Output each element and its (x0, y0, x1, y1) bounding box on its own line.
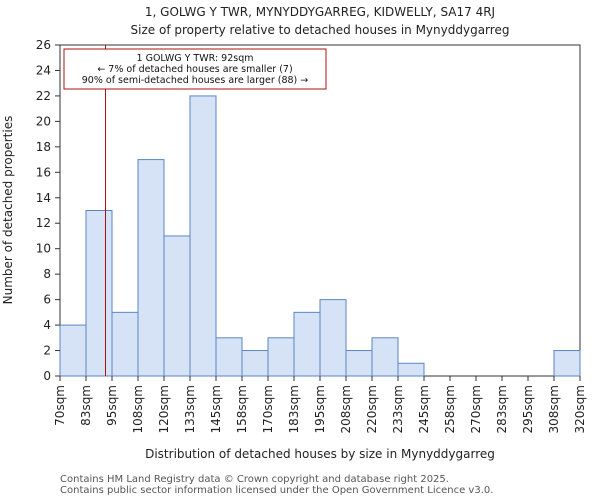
x-axis-label: Distribution of detached houses by size … (145, 447, 495, 461)
x-tick-label: 145sqm (209, 385, 223, 433)
x-tick-label: 108sqm (131, 385, 145, 433)
x-tick-label: 233sqm (391, 385, 405, 433)
y-tick-label: 2 (43, 344, 51, 358)
x-tick-label: 70sqm (53, 385, 67, 426)
bar-308sqm (553, 350, 581, 377)
y-axis-label: Number of detached properties (1, 116, 15, 305)
x-tick-label: 158sqm (235, 385, 249, 433)
x-tick-label: 208sqm (339, 385, 353, 433)
x-tick-label: 283sqm (495, 385, 509, 433)
bar-83sqm (85, 210, 113, 377)
chart-subtitle: Size of property relative to detached ho… (131, 23, 510, 37)
x-tick-label: 195sqm (313, 385, 327, 433)
bar-220sqm (371, 337, 399, 377)
y-tick-label: 12 (36, 216, 51, 230)
x-tick-label: 308sqm (547, 385, 561, 433)
y-tick-label: 8 (43, 267, 51, 281)
y-tick-label: 26 (36, 38, 51, 52)
bar-170sqm (267, 337, 295, 377)
x-tick-label: 245sqm (417, 385, 431, 433)
y-tick-label: 10 (36, 242, 51, 256)
y-tick-label: 20 (36, 114, 51, 128)
footer-line-2: Contains public sector information licen… (60, 485, 494, 496)
x-tick-label: 170sqm (261, 385, 275, 433)
bar-233sqm (397, 362, 425, 377)
y-tick-label: 14 (36, 191, 51, 205)
y-tick-label: 22 (36, 89, 51, 103)
footer-line-1: Contains HM Land Registry data © Crown c… (60, 474, 449, 485)
bar-133sqm (189, 95, 217, 377)
annotation-line-2: ← 7% of detached houses are smaller (7) (97, 64, 292, 75)
bar-158sqm (241, 350, 269, 377)
x-tick-label: 295sqm (521, 385, 535, 433)
bar-95sqm (111, 311, 139, 377)
y-tick-label: 16 (36, 165, 51, 179)
x-ticks: 70sqm 83sqm 95sqm 108sqm 120sqm 133sqm 145sqm 1… (53, 376, 587, 433)
footer: Contains HM Land Registry data © Crown c… (60, 474, 493, 496)
x-tick-label: 320sqm (573, 385, 587, 433)
annotation-frame (63, 48, 327, 90)
x-tick-label: 83sqm (79, 385, 93, 426)
x-tick-label: 183sqm (287, 385, 301, 433)
annotation-box: 1 GOLWG Y TWR: 92sqm ← 7% of detached ho… (63, 48, 327, 90)
x-tick-label: 133sqm (183, 385, 197, 433)
bar-183sqm (293, 311, 321, 377)
x-tick-label: 120sqm (157, 385, 171, 433)
y-tick-label: 24 (36, 63, 51, 77)
y-tick-label: 18 (36, 140, 51, 154)
y-tick-label: 6 (43, 293, 51, 307)
x-tick-label: 220sqm (365, 385, 379, 433)
annotation-line-3: 90% of semi-detached houses are larger (… (82, 75, 309, 86)
bar-208sqm (345, 350, 373, 377)
x-tick-label: 258sqm (443, 385, 457, 433)
chart-title: 1, GOLWG Y TWR, MYNYDDYGARREG, KIDWELLY,… (145, 5, 495, 19)
bar-195sqm (319, 299, 347, 377)
y-tick-label: 0 (43, 369, 51, 383)
bars-group (59, 95, 581, 377)
bar-108sqm (137, 159, 165, 377)
y-tick-label: 4 (43, 318, 51, 332)
annotation-line-1: 1 GOLWG Y TWR: 92sqm (137, 53, 254, 64)
bar-120sqm (163, 235, 191, 377)
x-tick-label: 270sqm (469, 385, 483, 433)
x-tick-label: 95sqm (105, 385, 119, 426)
bar-70sqm (59, 324, 87, 377)
bar-145sqm (215, 337, 243, 377)
